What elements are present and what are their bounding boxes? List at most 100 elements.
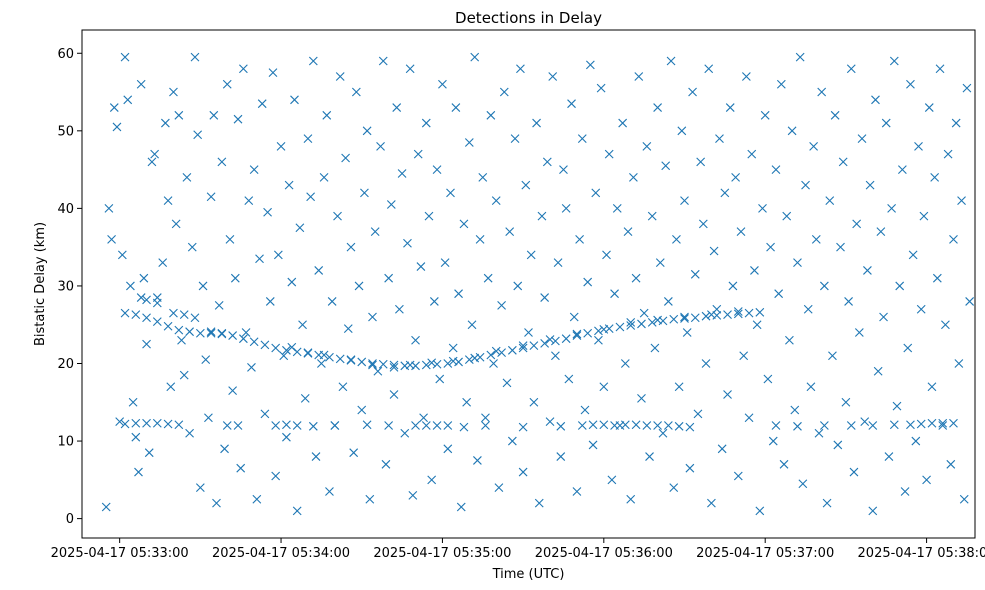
scatter-point bbox=[513, 281, 523, 291]
scatter-point bbox=[701, 311, 711, 321]
scatter-point bbox=[650, 343, 660, 353]
scatter-point bbox=[801, 180, 810, 190]
scatter-point bbox=[860, 417, 870, 427]
scatter-point bbox=[158, 258, 168, 268]
scatter-point bbox=[505, 227, 515, 237]
scatter-point bbox=[228, 386, 238, 396]
scatter-point bbox=[206, 327, 216, 337]
scatter-point bbox=[725, 103, 735, 112]
scatter-point bbox=[287, 277, 297, 287]
scatter-point bbox=[174, 110, 184, 120]
scatter-point bbox=[771, 165, 781, 174]
scatter-point bbox=[136, 293, 146, 302]
scatter-point bbox=[965, 297, 975, 306]
scatter-point bbox=[357, 405, 367, 415]
scatter-point bbox=[755, 506, 765, 516]
scatter-point bbox=[314, 266, 324, 275]
scatter-point bbox=[774, 289, 784, 299]
scatter-point bbox=[612, 203, 622, 213]
scatter-point bbox=[688, 87, 697, 97]
scatter-point bbox=[470, 353, 480, 363]
scatter-point bbox=[596, 83, 606, 93]
scatter-point bbox=[392, 103, 402, 112]
scatter-point bbox=[924, 103, 934, 112]
scatter-point bbox=[443, 421, 453, 430]
scatter-point bbox=[572, 331, 582, 340]
scatter-point bbox=[346, 242, 356, 252]
scatter-point bbox=[680, 196, 689, 206]
scatter-point bbox=[421, 360, 431, 370]
scatter-point bbox=[871, 95, 880, 105]
scatter-point bbox=[491, 196, 501, 206]
scatter-point bbox=[577, 421, 587, 430]
scatter-point bbox=[333, 211, 342, 221]
scatter-point bbox=[349, 448, 359, 458]
scatter-point bbox=[308, 56, 318, 66]
scatter-point bbox=[895, 281, 905, 291]
scatter-point bbox=[569, 312, 579, 322]
scatter-point bbox=[427, 475, 437, 485]
scatter-point bbox=[561, 334, 571, 344]
plot-frame bbox=[81, 29, 976, 539]
scatter-point bbox=[594, 326, 603, 336]
scatter-point bbox=[516, 64, 525, 74]
scatter-point bbox=[844, 297, 853, 306]
scatter-point bbox=[534, 498, 544, 508]
scatter-point bbox=[131, 418, 141, 428]
scatter-point bbox=[846, 64, 856, 74]
scatter-point bbox=[424, 211, 434, 221]
x-tick-label: 2025-04-17 05:37:00 bbox=[696, 546, 834, 561]
scatter-point bbox=[852, 219, 862, 229]
scatter-point bbox=[763, 374, 773, 384]
scatter-point bbox=[451, 103, 461, 112]
scatter-point bbox=[357, 357, 367, 367]
scatter-point bbox=[884, 452, 894, 461]
scatter-point bbox=[185, 327, 194, 337]
scatter-point bbox=[150, 149, 160, 159]
y-axis: 0 10 20 30 40 50 60 bbox=[57, 47, 82, 527]
scatter-point bbox=[494, 483, 504, 492]
x-tick-label: 2025-04-17 05:36:00 bbox=[535, 546, 673, 561]
scatter-point bbox=[467, 320, 477, 330]
scatter-point bbox=[169, 87, 178, 97]
scatter-point bbox=[685, 422, 695, 432]
scatter-point bbox=[257, 99, 267, 109]
scatter-point bbox=[204, 413, 213, 423]
scatter-point bbox=[263, 207, 272, 217]
scatter-point bbox=[435, 374, 445, 384]
scatter-point bbox=[282, 420, 291, 430]
scatter-point bbox=[658, 428, 668, 438]
scatter-point bbox=[733, 471, 743, 481]
scatter-point bbox=[247, 362, 256, 372]
scatter-point bbox=[682, 328, 692, 337]
scatter-point bbox=[481, 421, 490, 430]
scatter-point bbox=[949, 418, 958, 428]
scatter-point bbox=[147, 157, 157, 167]
scatter-point bbox=[567, 99, 576, 109]
scatter-point bbox=[865, 180, 875, 190]
scatter-point bbox=[739, 351, 749, 361]
scatter-point bbox=[583, 328, 593, 338]
scatter-point bbox=[142, 418, 151, 428]
scatter-point bbox=[144, 448, 154, 458]
scatter-point bbox=[728, 281, 738, 291]
scatter-point bbox=[142, 295, 151, 305]
scatter-point bbox=[693, 409, 703, 419]
scatter-point bbox=[217, 157, 227, 167]
scatter-point bbox=[470, 52, 480, 62]
scatter-point bbox=[943, 149, 953, 159]
scatter-point bbox=[846, 421, 856, 430]
scatter-point bbox=[610, 289, 619, 299]
scatter-point bbox=[249, 165, 259, 174]
scatter-point bbox=[631, 420, 641, 430]
scatter-point bbox=[518, 467, 528, 477]
scatter-point bbox=[432, 421, 442, 430]
scatter-point bbox=[195, 483, 205, 492]
scatter-point bbox=[507, 436, 517, 446]
scatter-point bbox=[868, 421, 878, 430]
scatter-point bbox=[368, 360, 377, 370]
scatter-point bbox=[459, 422, 469, 432]
scatter-point bbox=[464, 138, 474, 147]
scatter-point bbox=[922, 475, 931, 485]
